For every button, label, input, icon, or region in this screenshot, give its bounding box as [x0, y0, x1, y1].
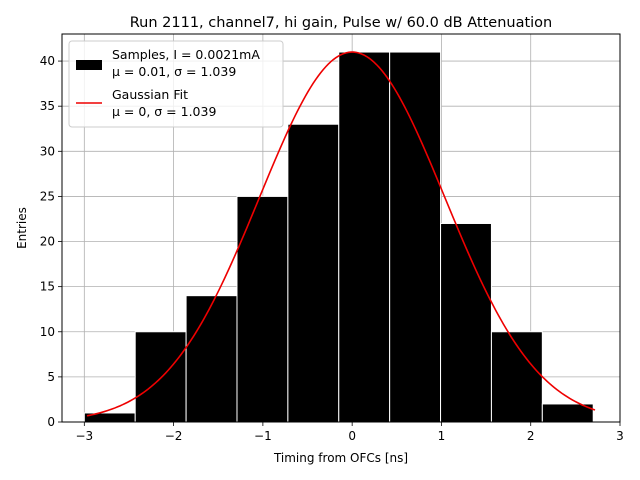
histogram-bar	[287, 123, 340, 423]
x-tick-label: 1	[438, 429, 446, 443]
legend: Samples, I = 0.0021mA μ = 0.01, σ = 1.03…	[68, 40, 284, 128]
y-axis-ticks: 0 5 10 15 20 25 30 35 40	[40, 54, 62, 429]
y-tick-label: 40	[40, 54, 55, 68]
histogram-bar	[338, 51, 391, 423]
y-tick-label: 35	[40, 99, 55, 113]
histogram-bar	[389, 51, 442, 423]
gaussian-fit-line	[86, 51, 596, 417]
x-tick-label: 3	[616, 429, 624, 443]
y-tick-label: 20	[40, 235, 55, 249]
histogram-bar	[236, 195, 289, 423]
histogram-bar	[185, 295, 238, 423]
y-tick-label: 25	[40, 189, 55, 203]
histogram-bar	[440, 222, 492, 423]
legend-box	[68, 40, 284, 128]
y-tick-label: 0	[47, 415, 55, 429]
y-tick-label: 5	[47, 370, 55, 384]
x-tick-label: 0	[348, 429, 356, 443]
x-tick-label: −1	[254, 429, 272, 443]
legend-histogram-swatch	[76, 60, 102, 70]
y-tick-label: 15	[40, 280, 55, 294]
x-tick-label: −3	[75, 429, 93, 443]
histogram-bars	[83, 51, 594, 423]
x-axis-label: Timing from OFCs [ns]	[273, 451, 408, 465]
x-tick-label: 2	[527, 429, 535, 443]
legend-histogram-label-line1: Samples, I = 0.0021mA	[112, 47, 260, 62]
legend-histogram-label-line2: μ = 0.01, σ = 1.039	[112, 64, 236, 79]
legend-fit-label-line1: Gaussian Fit	[112, 87, 188, 102]
plot-frame	[61, 33, 621, 423]
x-axis-ticks: −3 −2 −1 0 1 2 3	[75, 422, 624, 443]
y-tick-label: 30	[40, 144, 55, 158]
x-tick-label: −2	[165, 429, 183, 443]
y-axis-label: Entries	[15, 207, 29, 249]
chart-title: Run 2111, channel7, hi gain, Pulse w/ 60…	[130, 15, 553, 31]
histogram-bar	[134, 331, 187, 423]
legend-fit-label-line2: μ = 0, σ = 1.039	[112, 104, 216, 119]
y-tick-label: 10	[40, 325, 55, 339]
